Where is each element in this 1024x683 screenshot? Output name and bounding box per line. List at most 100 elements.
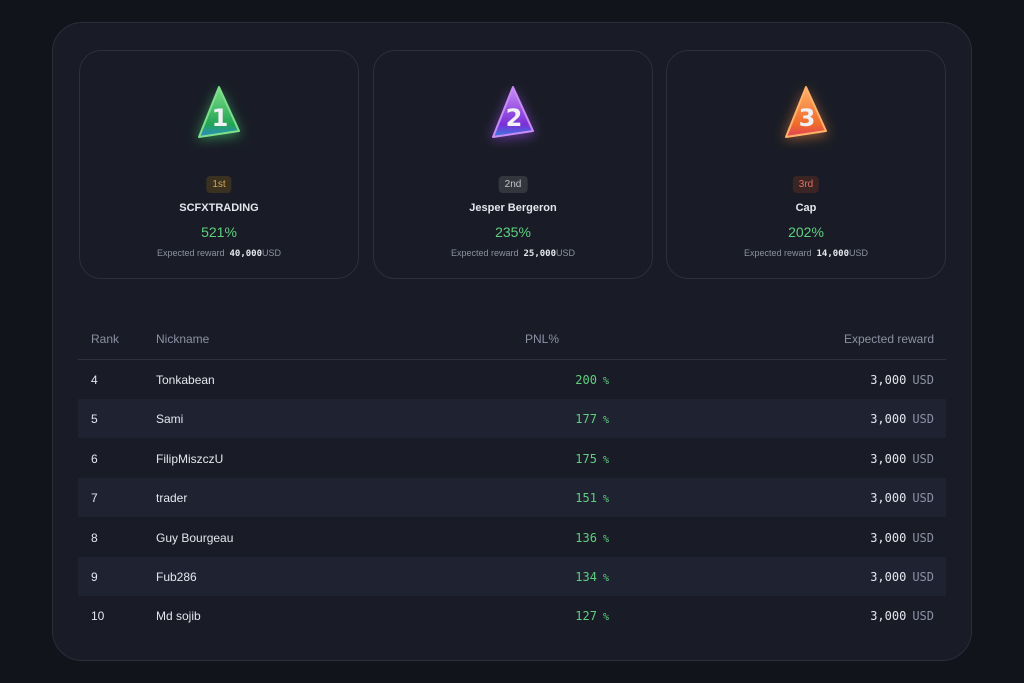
table-row: 4 Tonkabean 200% 3,000 USD [78, 360, 946, 399]
place-pill: 2nd [498, 176, 528, 193]
reward-amount: 40,000 [229, 249, 263, 259]
reward-amount: 3,000 [870, 570, 907, 584]
reward-amount: 3,000 [870, 412, 907, 427]
reward-currency: USD [912, 530, 934, 545]
reward-currency: USD [912, 609, 934, 624]
table-row: 8 Guy Bourgeau 136% 3,000 USD [78, 518, 946, 557]
nickname: SCFXTRADING [179, 202, 259, 214]
rank: 7 [91, 491, 98, 506]
pnl: 521% [201, 224, 237, 240]
podium-card: 3 3rd Cap 202% Expected reward 14,000USD [666, 50, 946, 279]
rank-badge: 2 [491, 86, 535, 139]
nickname: Cap [795, 202, 817, 214]
reward-amount: 25,000 [523, 249, 557, 259]
nickname: Sami [156, 412, 184, 427]
reward: 3,000 USD [870, 531, 934, 545]
pnl: 134% [575, 570, 609, 584]
reward-amount: 3,000 [870, 373, 907, 387]
nickname: Md sojib [156, 609, 201, 624]
pnl-value: 177 [575, 412, 597, 427]
pnl-unit: % [602, 494, 609, 506]
nickname: Tonkabean [156, 373, 215, 387]
table-row: 5 Sami 177% 3,000 USD [78, 399, 946, 439]
reward-label: Expected reward [743, 248, 812, 258]
rank-badge: 3 [784, 86, 828, 139]
rank: 9 [91, 570, 98, 584]
pnl-unit: % [602, 376, 609, 387]
nickname: Fub286 [156, 570, 197, 584]
reward-amount: 3,000 [870, 609, 907, 624]
pnl-value: 175 [575, 451, 597, 466]
reward-currency: USD [912, 491, 934, 506]
reward: 3,000 USD [870, 570, 934, 584]
rank: 10 [91, 609, 105, 624]
table-row: 9 Fub286 134% 3,000 USD [78, 557, 946, 596]
nickname: Guy Bourgeau [156, 530, 234, 545]
pnl-value: 134 [575, 570, 597, 584]
pnl-unit: % [602, 415, 609, 427]
pnl-value: 151 [575, 491, 597, 506]
rank: 6 [91, 451, 98, 466]
table-row: 7 trader 151% 3,000 USD [78, 478, 946, 518]
pnl-unit: % [602, 533, 609, 545]
expected-reward: Expected reward 14,000USD [667, 248, 945, 259]
pnl: 200% [575, 373, 609, 387]
expected-reward: Expected reward 40,000USD [80, 248, 358, 259]
header-rank: Rank [91, 332, 120, 346]
pnl-unit: % [602, 612, 609, 624]
pnl: 151% [575, 491, 609, 505]
badge-number: 2 [506, 104, 523, 132]
reward: 3,000 USD [870, 373, 934, 387]
pnl: 175% [575, 452, 609, 466]
reward-currency: USD [849, 248, 869, 258]
reward-amount: 14,000 [816, 249, 850, 259]
pnl: 177% [575, 412, 609, 426]
nickname: Jesper Bergeron [469, 202, 557, 214]
reward: 3,000 USD [870, 491, 934, 505]
reward-currency: USD [912, 373, 934, 387]
pnl-unit: % [602, 454, 609, 466]
header-reward: Expected reward [843, 332, 934, 346]
reward: 3,000 USD [870, 609, 934, 623]
reward-amount: 3,000 [870, 530, 907, 545]
reward-currency: USD [912, 451, 934, 466]
header-pnl: PNL% [524, 332, 559, 346]
badge-number: 1 [212, 104, 229, 132]
expected-reward: Expected reward 25,000USD [374, 248, 652, 259]
rank: 8 [91, 530, 98, 545]
nickname: trader [156, 491, 188, 506]
podium-card: 1 1st SCFXTRADING 521% Expected reward 40,000… [79, 50, 359, 279]
reward-currency: USD [556, 248, 576, 258]
rank: 5 [91, 412, 98, 427]
pnl: 235% [495, 224, 531, 240]
place-pill: 1st [206, 176, 232, 193]
pnl-value: 200 [575, 373, 597, 387]
badge-number: 3 [799, 104, 816, 132]
reward: 3,000 USD [870, 452, 934, 466]
nickname: FilipMiszczU [156, 451, 224, 466]
reward-currency: USD [262, 248, 282, 258]
place-pill: 3rd [792, 176, 820, 193]
pnl: 136% [575, 531, 609, 545]
pnl-value: 136 [575, 530, 597, 545]
table-row: 10 Md sojib 127% 3,000 USD [78, 596, 946, 635]
reward-amount: 3,000 [870, 491, 907, 506]
podium-card: 2 2nd Jesper Bergeron 235% Expected reward 25… [373, 50, 653, 279]
header-divider [78, 359, 946, 360]
pnl: 127% [575, 609, 609, 623]
table-row: 6 FilipMiszczU 175% 3,000 USD [78, 439, 946, 478]
rank: 4 [91, 373, 98, 387]
reward: 3,000 USD [870, 412, 934, 426]
rank-badge: 1 [197, 86, 241, 139]
pnl-value: 127 [575, 609, 597, 624]
reward-currency: USD [912, 570, 934, 584]
reward-currency: USD [912, 412, 934, 427]
pnl-unit: % [602, 573, 609, 584]
leaderboard-panel: Rank Nickname PNL% Expected reward 1 1st S… [52, 22, 972, 661]
pnl: 202% [788, 224, 824, 240]
header-nickname: Nickname [156, 332, 210, 346]
reward-amount: 3,000 [870, 451, 907, 466]
reward-label: Expected reward [156, 248, 225, 258]
reward-label: Expected reward [450, 248, 519, 258]
